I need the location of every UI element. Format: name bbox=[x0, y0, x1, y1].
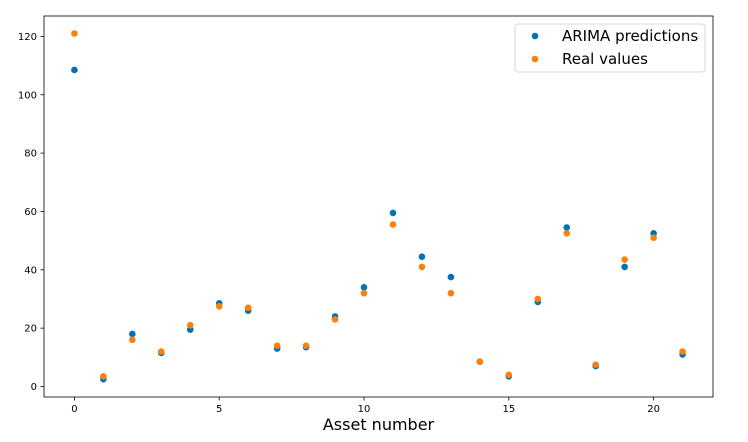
y-tick-label: 80 bbox=[24, 149, 37, 160]
y-tick-label: 20 bbox=[24, 324, 37, 335]
data-point bbox=[534, 295, 542, 303]
data-point bbox=[129, 330, 136, 338]
data-point bbox=[621, 263, 628, 271]
data-point bbox=[679, 348, 686, 355]
legend-label: ARIMA predictions bbox=[562, 27, 698, 45]
data-point bbox=[650, 234, 657, 242]
series-real-values bbox=[71, 30, 686, 380]
plot-border bbox=[43, 15, 714, 398]
data-point bbox=[71, 66, 78, 74]
legend: ARIMA predictions Real values bbox=[514, 23, 706, 73]
data-point bbox=[592, 361, 600, 368]
data-point bbox=[360, 284, 368, 291]
data-point bbox=[360, 289, 368, 297]
x-tick-label: 15 bbox=[502, 404, 515, 415]
data-point bbox=[563, 224, 571, 231]
y-axis: 0 20 40 60 80 100 120 bbox=[18, 32, 44, 393]
data-point bbox=[71, 30, 78, 37]
y-tick-label: 60 bbox=[24, 207, 37, 218]
legend-marker bbox=[531, 32, 539, 40]
data-point bbox=[389, 209, 397, 217]
x-tick-label: 10 bbox=[358, 404, 371, 415]
data-point bbox=[418, 253, 426, 260]
data-point bbox=[129, 336, 136, 344]
data-point bbox=[186, 321, 194, 329]
data-point bbox=[563, 230, 571, 237]
data-point bbox=[157, 348, 165, 355]
x-tick-label: 20 bbox=[647, 404, 660, 415]
y-tick-label: 100 bbox=[18, 90, 37, 101]
data-point bbox=[447, 273, 455, 281]
data-point bbox=[215, 302, 223, 310]
plot-frame bbox=[43, 15, 714, 398]
y-tick-label: 40 bbox=[24, 265, 37, 276]
data-points bbox=[71, 30, 686, 383]
data-point bbox=[100, 372, 107, 380]
legend-marker bbox=[531, 55, 539, 63]
data-point bbox=[302, 342, 310, 349]
y-tick-label: 0 bbox=[31, 382, 37, 393]
data-point bbox=[621, 256, 628, 263]
data-point bbox=[331, 316, 339, 323]
x-tick-label: 0 bbox=[71, 404, 77, 415]
x-tick-label: 5 bbox=[216, 404, 222, 415]
x-axis: 0 5 10 15 20 bbox=[71, 397, 660, 415]
y-tick-label: 120 bbox=[18, 32, 37, 43]
data-point bbox=[418, 263, 426, 271]
data-point bbox=[505, 371, 513, 379]
data-point bbox=[476, 358, 484, 366]
legend-box bbox=[514, 23, 706, 73]
data-point bbox=[389, 221, 397, 228]
series-arima-predictions bbox=[71, 66, 686, 383]
data-point bbox=[244, 304, 252, 312]
data-point bbox=[447, 289, 455, 297]
legend-label: Real values bbox=[562, 50, 648, 68]
data-point bbox=[273, 342, 281, 349]
x-axis-label: Asset number bbox=[323, 415, 435, 434]
